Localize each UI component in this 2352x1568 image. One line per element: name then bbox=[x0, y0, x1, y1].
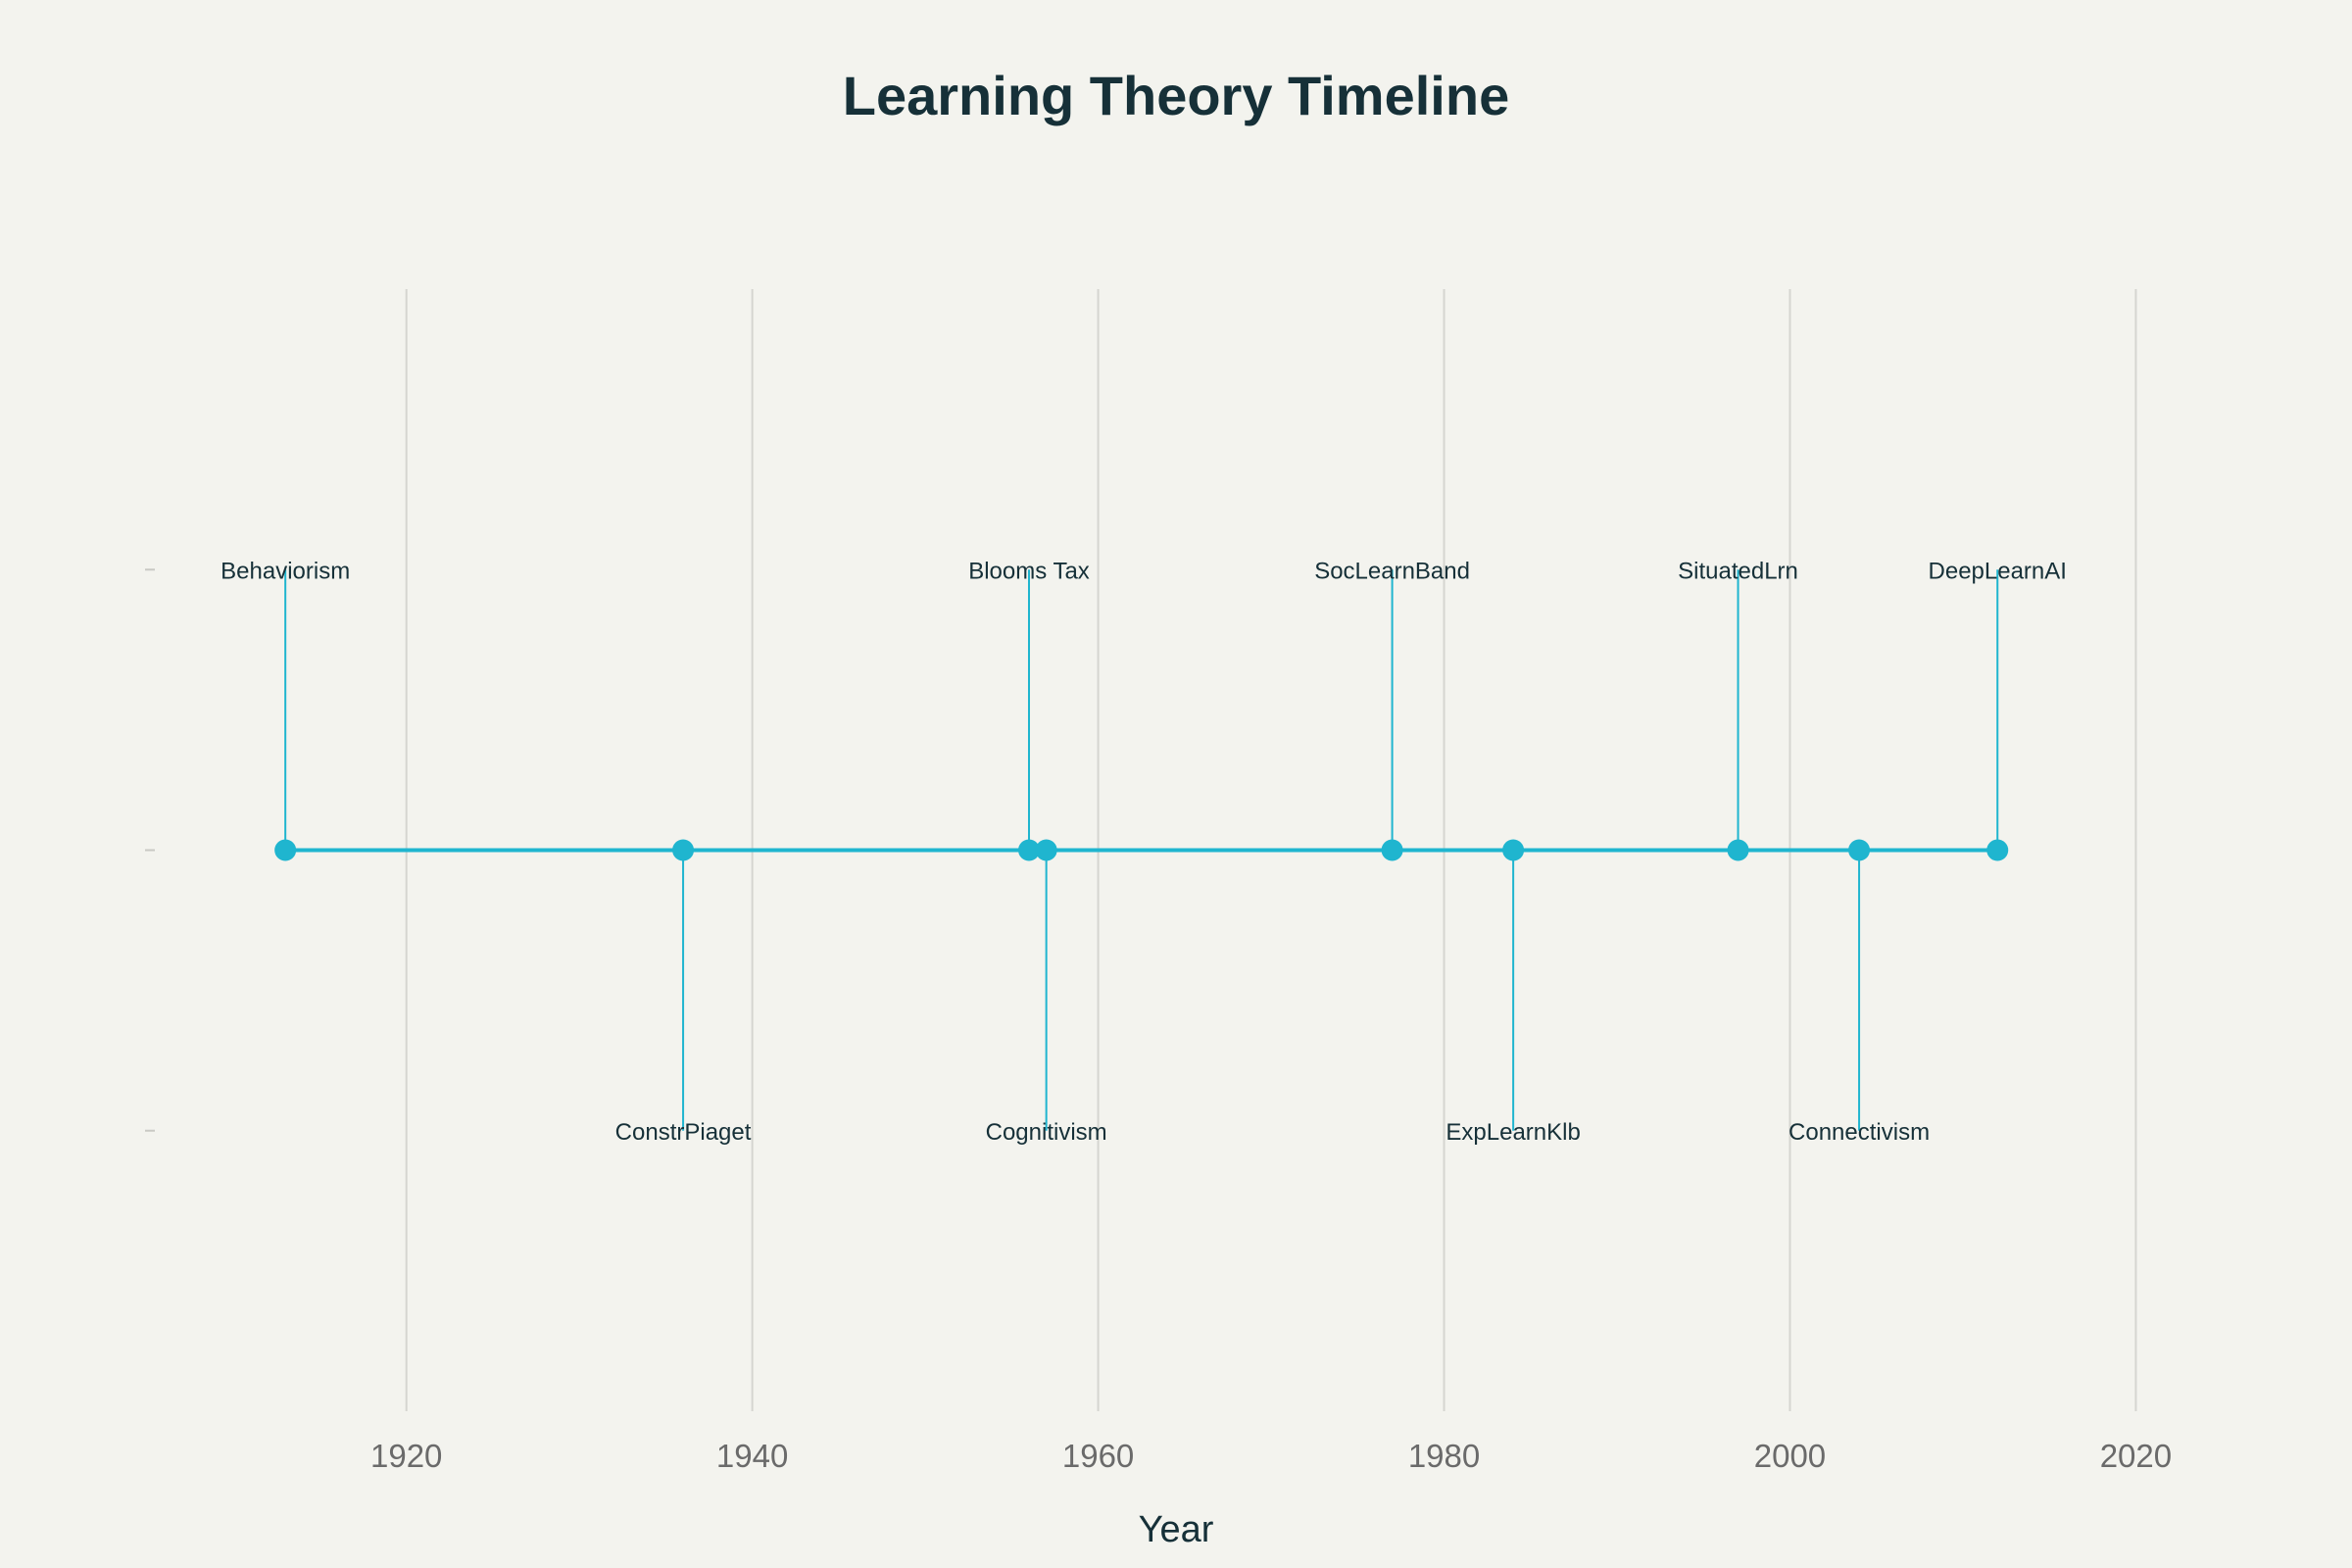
event-label: ConstrPiaget bbox=[615, 1119, 752, 1146]
event-label: Connectivism bbox=[1788, 1119, 1930, 1146]
event-marker bbox=[1848, 839, 1871, 861]
event-label: Behaviorism bbox=[220, 558, 350, 584]
event-label: SituatedLrn bbox=[1678, 558, 1798, 584]
event-marker bbox=[1381, 839, 1403, 861]
x-tick-label: 2000 bbox=[1754, 1438, 1826, 1474]
event-marker bbox=[274, 839, 297, 861]
chart-title: Learning Theory Timeline bbox=[843, 65, 1509, 126]
x-tick-label: 1980 bbox=[1408, 1438, 1480, 1474]
event-marker bbox=[1986, 839, 2009, 861]
event-marker bbox=[1018, 839, 1040, 861]
y-ticks-layer bbox=[145, 568, 155, 1132]
x-tick-label: 1960 bbox=[1062, 1438, 1134, 1474]
event-label: Blooms Tax bbox=[968, 558, 1090, 584]
event-marker bbox=[1035, 839, 1057, 861]
event-label: DeepLearnAI bbox=[1929, 558, 2067, 584]
event-label: SocLearnBand bbox=[1314, 558, 1470, 584]
event-marker bbox=[1727, 839, 1749, 861]
event-marker bbox=[672, 839, 695, 861]
event-marker bbox=[1502, 839, 1525, 861]
event-label: ExpLearnKlb bbox=[1446, 1119, 1580, 1146]
labels-layer: Behaviorism ConstrPiaget Blooms Tax Cogniti… bbox=[220, 558, 2067, 1146]
event-label: Cognitivism bbox=[986, 1119, 1107, 1146]
stems-layer bbox=[284, 569, 1999, 1131]
x-tick-label: 1940 bbox=[716, 1438, 788, 1474]
x-tick-label: 2020 bbox=[2100, 1438, 2172, 1474]
markers-layer bbox=[274, 839, 2009, 861]
x-axis-label: Year bbox=[1139, 1509, 1214, 1550]
x-tick-label: 1920 bbox=[370, 1438, 442, 1474]
x-ticks-layer: 1920 1940 1960 1980 2000 2020 bbox=[370, 1438, 2172, 1474]
